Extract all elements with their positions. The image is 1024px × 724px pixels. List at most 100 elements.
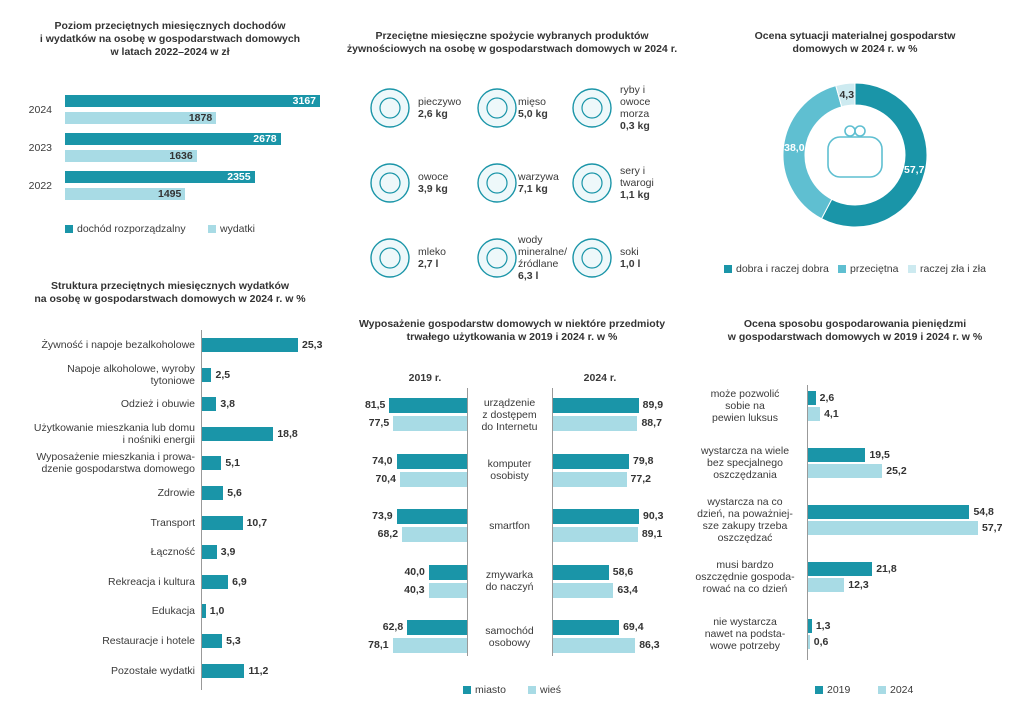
bar (202, 456, 222, 471)
legend-swatch (65, 225, 73, 233)
axis-line (201, 330, 202, 690)
bar (553, 453, 629, 469)
bar (553, 416, 638, 431)
value-label: 69,4 (623, 621, 644, 633)
bar (428, 582, 467, 598)
bar (553, 564, 609, 580)
bar (402, 527, 467, 542)
value-label: 5,3 (226, 635, 241, 647)
product-value: 7,1 kg (518, 183, 548, 195)
product-name: mięso (518, 96, 547, 108)
axis-line (807, 385, 808, 660)
legend-swatch (878, 686, 886, 694)
bar (553, 620, 620, 635)
chart-title: Wyposażenie gospodarstw domowych w niekt… (358, 318, 666, 343)
donut-segment (820, 82, 928, 228)
panel-heading: 2024 r. (583, 372, 617, 384)
product-value: 3,9 kg (418, 183, 448, 195)
bar (65, 150, 197, 162)
product-icon-detail (486, 97, 508, 119)
value-label: 1,3 (815, 620, 831, 632)
value-label: 57,7 (904, 163, 925, 176)
value-label: 70,4 (375, 472, 396, 485)
bar (808, 635, 810, 649)
product-value: 6,3 l (518, 270, 539, 282)
bar (553, 471, 627, 487)
value-label: 74,0 (372, 454, 393, 467)
legend-swatch (815, 686, 823, 694)
category-label: może pozwolić sobie na pewien luksus (710, 388, 780, 424)
legend-swatch (463, 686, 471, 694)
category-label: Odzież i obuwie (120, 398, 195, 411)
value-label: 5,6 (227, 487, 242, 499)
category-label: Wyposażenie mieszkania i prowa- dzenie g… (36, 451, 195, 476)
category-label: Rekreacja i kultura (108, 575, 195, 588)
value-label: 40,3 (404, 583, 425, 596)
value-label: 25,2 (886, 465, 907, 477)
value-label: 89,1 (641, 528, 663, 540)
value-label: 4,1 (824, 408, 839, 420)
bar (202, 604, 206, 619)
product-icon-detail (379, 97, 401, 119)
category-label: Użytkowanie mieszkania lub domu i nośnik… (33, 421, 195, 446)
axis-line (467, 388, 468, 656)
product-entry: soki 1,0 l (620, 246, 640, 270)
product-name: mleko (418, 246, 447, 258)
value-label: 3167 (292, 95, 316, 107)
bar (808, 391, 816, 405)
bar (202, 426, 274, 441)
bar (65, 133, 281, 145)
product-icon-detail (486, 172, 508, 194)
product-entry: owoce 3,9 kg (418, 171, 448, 195)
product-icon (477, 88, 517, 128)
product-value: 1,0 l (620, 258, 641, 270)
value-label: 21,8 (876, 563, 897, 575)
bar (808, 619, 812, 633)
axis-line (552, 388, 553, 656)
bar (407, 620, 467, 635)
value-label: 57,7 (982, 522, 1003, 534)
value-label: 2,6 (819, 392, 835, 404)
bar (202, 545, 217, 560)
product-name: pieczywo (418, 96, 462, 108)
product-name: warzywa (518, 171, 559, 183)
bar (808, 578, 845, 592)
category-label: Restauracje i hotele (102, 635, 195, 647)
bar (808, 448, 866, 462)
bar (553, 638, 636, 653)
value-label: 78,1 (368, 639, 389, 651)
value-label: 38,0 (784, 142, 805, 155)
bar (808, 407, 821, 421)
product-value: 2,6 kg (418, 108, 448, 120)
category-label: wystarcza na wiele bez specjalnego oszcz… (700, 445, 790, 481)
wallet-icon (827, 136, 883, 178)
bar (399, 471, 467, 487)
value-label: 2678 (253, 133, 277, 145)
category-label: wystarcza na co dzień, na poważniej- sze… (697, 496, 793, 544)
bar (392, 638, 467, 653)
product-entry: ryby i owoce morza 0,3 kg (620, 84, 650, 132)
product-icon (477, 238, 517, 278)
legend-label: przeciętna (850, 263, 899, 275)
value-label: 81,5 (364, 399, 386, 411)
value-label: 86,3 (639, 639, 660, 651)
product-value: 5,0 kg (518, 108, 548, 120)
bar (553, 582, 614, 598)
bar (202, 634, 223, 648)
product-icon (572, 88, 612, 128)
bar (396, 509, 467, 524)
value-label: 88,7 (641, 417, 662, 429)
legend-label: miasto (475, 684, 506, 696)
value-label: 3,9 (220, 546, 236, 559)
product-icon-detail (581, 172, 603, 194)
chart-title: Ocena sytuacji materialnej gospodarstw d… (754, 30, 956, 55)
value-label: 40,0 (404, 565, 425, 578)
bar (202, 486, 224, 500)
legend-swatch (908, 265, 916, 273)
value-label: 5,1 (225, 457, 240, 470)
bar (808, 521, 978, 535)
value-label: 77,2 (630, 472, 651, 485)
chart-title: Struktura przeciętnych miesięcznych wyda… (34, 280, 306, 305)
